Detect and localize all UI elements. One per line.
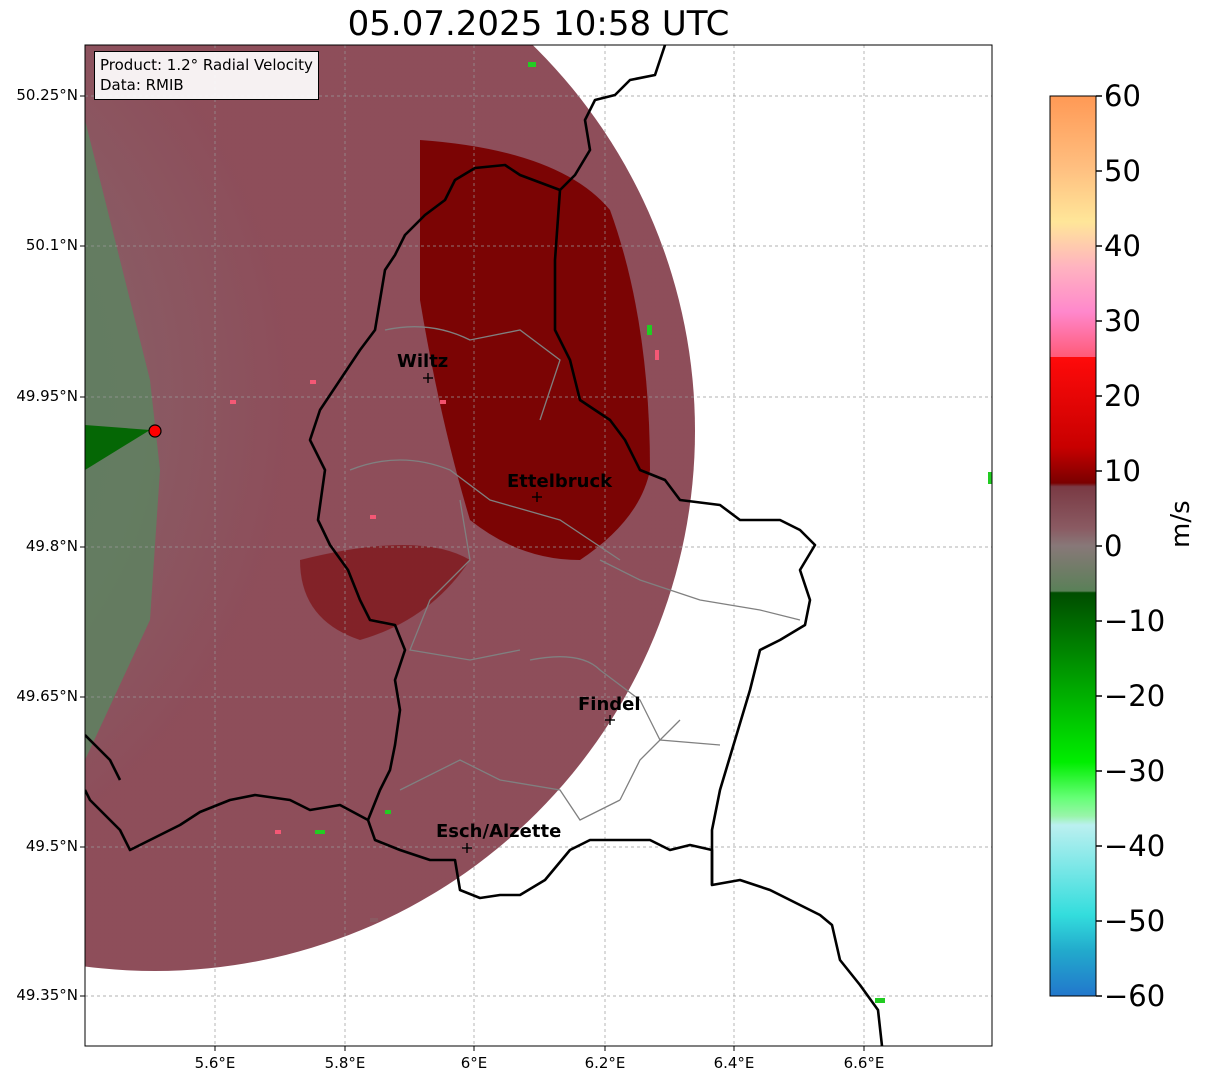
data-source-label: Data: RMIB bbox=[100, 76, 184, 94]
lon-tick-label: 6°E bbox=[460, 1054, 488, 1072]
lat-tick-label: 50.25°N bbox=[16, 86, 78, 104]
city-label-wiltz: Wiltz bbox=[397, 351, 449, 372]
lat-tick-label: 50.1°N bbox=[25, 236, 78, 254]
lon-tick-label: 5.8°E bbox=[324, 1054, 366, 1072]
colorbar-tick: −10 bbox=[1104, 604, 1166, 638]
colorbar-tick: 20 bbox=[1104, 379, 1141, 413]
lat-tick-label: 49.5°N bbox=[25, 837, 78, 855]
map-title: 05.07.2025 10:58 UTC bbox=[347, 4, 730, 44]
city-label-ettelbruck: Ettelbruck bbox=[507, 471, 613, 492]
product-info-box: Product: 1.2° Radial Velocity Data: RMIB bbox=[94, 51, 319, 100]
colorbar bbox=[1049, 95, 1097, 997]
lon-tick-label: 6.6°E bbox=[843, 1054, 885, 1072]
graticule bbox=[85, 45, 992, 1046]
colorbar-tick: 50 bbox=[1104, 154, 1141, 188]
lat-tick-label: 49.8°N bbox=[25, 537, 78, 555]
colorbar-tick: −30 bbox=[1104, 754, 1166, 788]
colorbar-tick: 60 bbox=[1104, 79, 1141, 113]
lat-tick-label: 49.95°N bbox=[16, 387, 78, 405]
colorbar-tick: 30 bbox=[1104, 304, 1141, 338]
colorbar-tick: 0 bbox=[1104, 529, 1123, 563]
lon-tick-label: 6.2°E bbox=[584, 1054, 626, 1072]
colorbar-tick: −50 bbox=[1104, 904, 1166, 938]
colorbar-tick: 40 bbox=[1104, 229, 1141, 263]
lon-tick-label: 6.4°E bbox=[713, 1054, 755, 1072]
city-markers bbox=[423, 373, 615, 853]
dark-red-inbound-area bbox=[420, 140, 650, 560]
lat-tick-label: 49.65°N bbox=[16, 687, 78, 705]
radar-site-marker bbox=[148, 424, 162, 438]
colorbar-tick: 10 bbox=[1104, 454, 1141, 488]
city-label-findel: Findel bbox=[578, 694, 641, 715]
colorbar-tick: −60 bbox=[1104, 979, 1166, 1013]
colorbar-tick: −20 bbox=[1104, 679, 1166, 713]
city-label-esch-alzette: Esch/Alzette bbox=[436, 821, 562, 842]
colorbar-unit-label: m/s bbox=[1166, 500, 1196, 548]
colorbar-tick: −40 bbox=[1104, 829, 1166, 863]
lon-tick-label: 5.6°E bbox=[194, 1054, 236, 1072]
speckle-pixels bbox=[230, 350, 659, 834]
country-borders bbox=[85, 45, 884, 1046]
canton-boundaries bbox=[349, 326, 801, 821]
lat-tick-label: 49.35°N bbox=[16, 986, 78, 1004]
product-label: Product: 1.2° Radial Velocity bbox=[100, 56, 313, 74]
